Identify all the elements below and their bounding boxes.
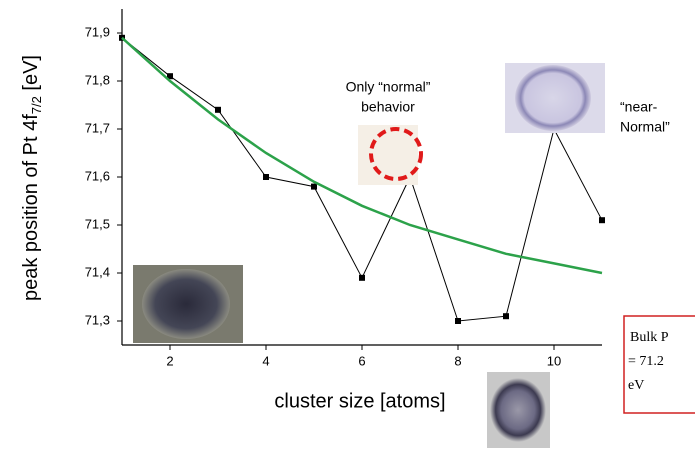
photo-cluster [490, 378, 546, 442]
y-label-suffix: [eV] [20, 55, 42, 96]
y-tick-label: 71,9 [85, 24, 110, 39]
marker [263, 174, 269, 180]
x-tick-label: 10 [547, 353, 561, 368]
photo-cluster [142, 269, 230, 339]
marker [455, 318, 461, 324]
x-axis-label: cluster size [atoms] [274, 390, 445, 412]
y-tick-label: 71,8 [85, 72, 110, 87]
marker [215, 107, 221, 113]
y-tick-label: 71,5 [85, 216, 110, 231]
marker [599, 217, 605, 223]
x-tick-label: 6 [358, 353, 365, 368]
x-tick-label: 8 [454, 353, 461, 368]
page: 71,3 71,4 71,5 71,6 71,7 71,8 71,9 2 4 6 8 10 Only … [0, 0, 695, 448]
annotation: behavior [361, 99, 415, 115]
annotation: Only “normal” [346, 79, 431, 95]
y-tick-label: 71,3 [85, 312, 110, 327]
y-label-text: peak position of Pt 4f [20, 114, 42, 301]
y-tick-label: 71,6 [85, 168, 110, 183]
y-axis-label: peak position of Pt 4f7/2 [eV] [20, 55, 44, 301]
y-tick-label: 71,7 [85, 120, 110, 135]
chart: 71,3 71,4 71,5 71,6 71,7 71,8 71,9 2 4 6 8 10 Only … [0, 0, 695, 448]
annotation: Normal” [620, 119, 670, 135]
marker [503, 313, 509, 319]
x-tick-label: 4 [262, 353, 269, 368]
y-tick-label: 71,4 [85, 264, 110, 279]
bulk-text: eV [628, 378, 644, 393]
marker [359, 275, 365, 281]
y-label-subscript: 7/2 [29, 96, 44, 114]
bulk-text: = 71.2 [628, 354, 664, 369]
bulk-text: Bulk P [630, 330, 669, 345]
photo-cluster [515, 65, 591, 131]
annotation: “near- [620, 99, 658, 115]
marker [311, 184, 317, 190]
x-tick-label: 2 [166, 353, 173, 368]
